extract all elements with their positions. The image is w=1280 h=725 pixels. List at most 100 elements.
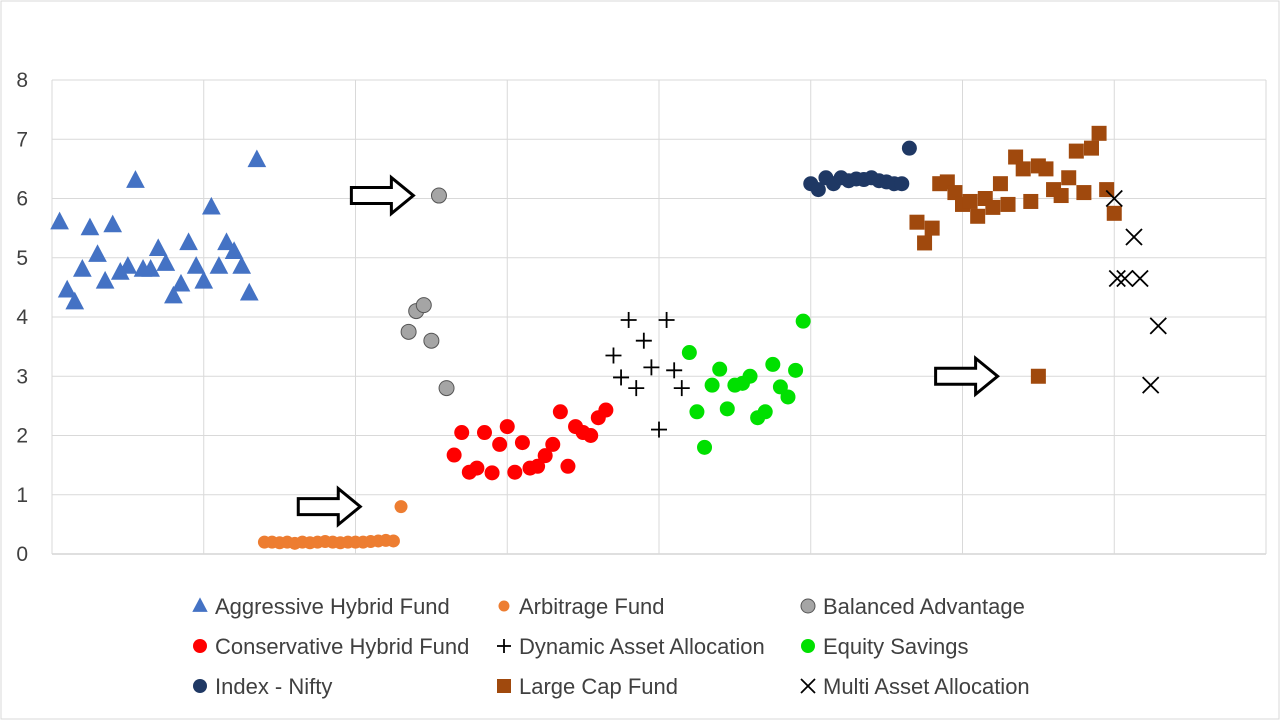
data-point xyxy=(712,361,728,377)
data-point xyxy=(446,447,462,463)
legend-marker xyxy=(800,678,816,694)
series-dynamic-asset-allocation xyxy=(605,311,690,438)
legend-marker xyxy=(800,598,816,614)
data-point xyxy=(1142,376,1160,394)
data-point xyxy=(194,270,214,289)
series-large-cap-fund xyxy=(909,125,1122,384)
data-point xyxy=(469,460,485,476)
data-point xyxy=(126,170,145,188)
series-aggressive-hybrid-fund xyxy=(50,149,267,310)
annotation-arrow xyxy=(296,485,363,528)
x-stroke xyxy=(1131,269,1149,288)
y-tick-label: 3 xyxy=(16,365,28,388)
legend-item: Arbitrage Fund xyxy=(498,594,665,619)
data-point xyxy=(514,435,530,451)
data-point xyxy=(658,311,675,328)
series-conservative-hybrid-fund xyxy=(446,402,614,481)
data-point xyxy=(1106,205,1122,221)
data-point xyxy=(1038,161,1054,177)
data-point xyxy=(1000,196,1016,212)
data-point xyxy=(239,282,259,301)
data-point xyxy=(88,244,107,262)
data-point xyxy=(164,285,183,304)
legend-marker xyxy=(497,679,511,693)
x-stroke xyxy=(1149,317,1167,335)
data-point xyxy=(666,362,683,379)
data-point xyxy=(1083,140,1099,156)
data-point xyxy=(530,458,546,474)
data-point xyxy=(209,256,229,274)
data-point xyxy=(430,187,447,204)
annotations xyxy=(296,174,1000,528)
legend-item: Index - Nifty xyxy=(193,674,332,699)
legend-item: Balanced Advantage xyxy=(800,594,1025,619)
data-point xyxy=(681,345,697,361)
x-stroke xyxy=(1105,189,1123,208)
data-point xyxy=(613,369,630,386)
y-tick-label: 1 xyxy=(16,484,28,507)
data-point xyxy=(118,256,138,274)
legend-label: Large Cap Fund xyxy=(519,674,678,699)
data-point xyxy=(1149,317,1167,335)
legend-marker xyxy=(498,600,510,612)
legend-marker xyxy=(801,639,815,653)
legend-label: Aggressive Hybrid Fund xyxy=(215,594,450,619)
data-point xyxy=(1125,228,1143,246)
data-point xyxy=(985,199,1001,215)
data-point xyxy=(179,232,198,251)
series-equity-savings xyxy=(681,313,811,455)
data-points xyxy=(50,125,1167,550)
legend-label: Index - Nifty xyxy=(215,674,332,699)
data-point xyxy=(598,402,614,418)
y-tick-label: 8 xyxy=(16,69,28,92)
annotation-arrow xyxy=(349,174,416,217)
data-point xyxy=(492,436,508,452)
data-point xyxy=(992,176,1008,192)
data-point xyxy=(1015,161,1031,177)
data-point xyxy=(438,380,455,397)
y-tick-label: 0 xyxy=(16,543,28,566)
x-stroke xyxy=(1108,269,1126,288)
y-tick-label: 5 xyxy=(16,247,28,270)
data-point xyxy=(148,238,168,257)
data-point xyxy=(1068,143,1084,159)
data-point xyxy=(1008,149,1024,165)
data-point xyxy=(499,419,515,435)
data-point xyxy=(95,270,115,289)
data-point xyxy=(560,458,576,474)
data-point xyxy=(780,389,796,405)
data-point xyxy=(552,404,568,420)
legend-marker xyxy=(193,679,207,693)
y-tick-label: 7 xyxy=(16,128,28,151)
data-point xyxy=(50,211,69,230)
data-point xyxy=(970,208,986,224)
x-stroke xyxy=(1142,376,1160,394)
data-point xyxy=(795,313,811,329)
x-stroke xyxy=(800,678,816,694)
legend-item: Aggressive Hybrid Fund xyxy=(192,594,450,619)
series-balanced-advantage xyxy=(400,187,455,397)
data-point xyxy=(635,332,652,349)
data-point xyxy=(719,401,735,417)
legend-label: Conservative Hybrid Fund xyxy=(215,634,469,659)
data-point xyxy=(620,311,637,328)
data-point xyxy=(415,297,432,314)
data-point xyxy=(1076,185,1092,201)
data-point xyxy=(673,380,690,397)
data-point xyxy=(1091,125,1107,141)
data-point xyxy=(1030,368,1046,384)
data-point xyxy=(1105,189,1123,208)
data-point xyxy=(386,534,400,548)
data-point xyxy=(894,176,910,192)
data-point xyxy=(924,220,940,236)
data-point xyxy=(57,279,77,298)
data-point xyxy=(628,380,645,397)
data-point xyxy=(171,273,191,292)
x-stroke xyxy=(1116,269,1134,288)
data-point xyxy=(80,217,100,236)
data-point xyxy=(103,214,123,233)
data-point xyxy=(704,377,720,393)
legend-marker xyxy=(497,639,511,653)
data-point xyxy=(689,404,705,420)
